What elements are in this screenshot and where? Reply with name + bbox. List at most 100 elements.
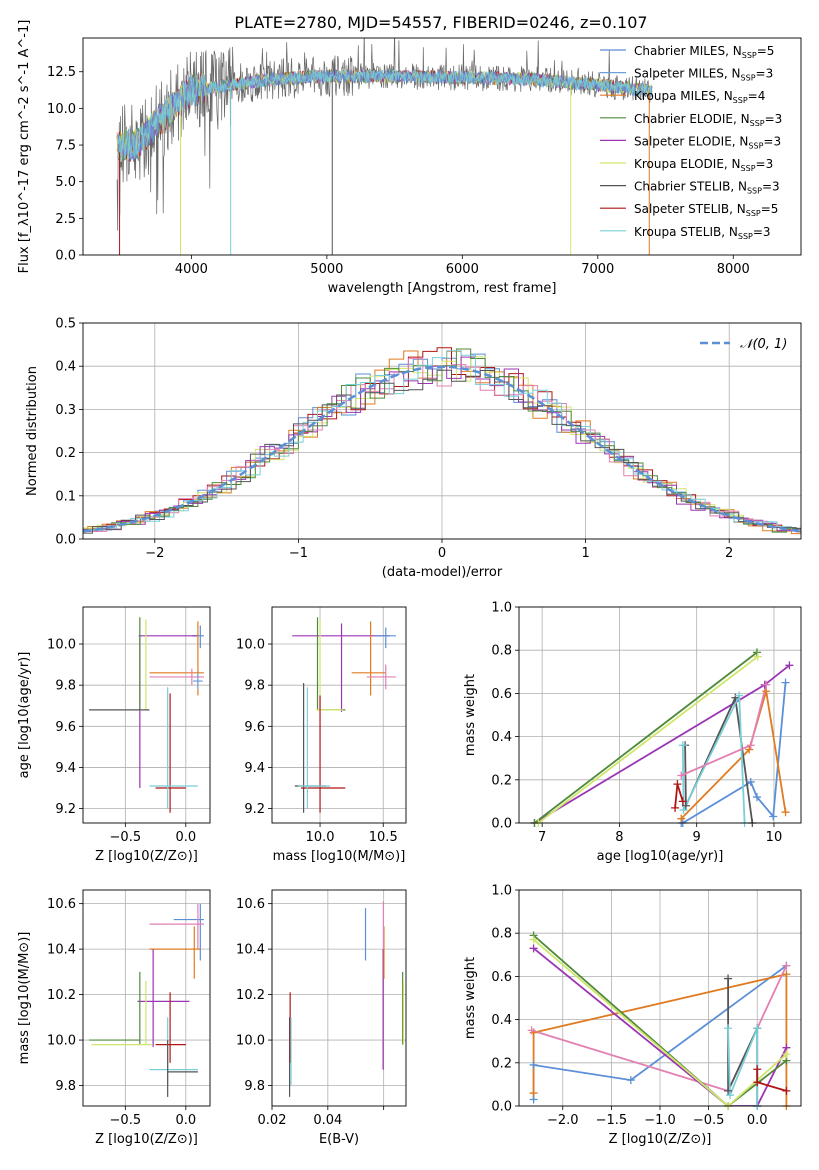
weight-line: [684, 694, 754, 823]
legend-n-prefix: , N: [730, 180, 747, 194]
legend-eq: =: [761, 202, 771, 216]
y-tick-label: 10.2: [236, 988, 265, 1003]
legend-eq: =: [763, 134, 773, 148]
weight-marker: [673, 780, 682, 789]
weight-marker: [724, 1024, 733, 1033]
y-tick-label: 10.6: [47, 897, 76, 912]
gaussian-curve: [83, 365, 801, 533]
plot-area: [292, 617, 396, 813]
weight-line: [533, 651, 758, 823]
legend-name: Kroupa STELIB: [634, 225, 721, 239]
y-tick-label: 0.0: [491, 817, 512, 832]
y-tick-label: 9.4: [244, 761, 265, 776]
y-tick-label: 0.8: [491, 644, 512, 659]
panel-residuals: −2 −1 0 1 2 0.0 0.1 0.2 0.3 0.4 0.5 (data-model)/er…: [25, 317, 802, 580]
y-tick-label: 2.5: [55, 212, 76, 227]
weight-marker: [678, 741, 687, 750]
x-tick-label: 4000: [175, 262, 208, 277]
plot-area: [288, 901, 405, 1097]
x-tick-label: −1.0: [644, 1113, 676, 1128]
panel-mass-vs-EBV: 0.02 0.04 9.8 10.0 10.2 10.4 10.6 E(B-V): [236, 889, 407, 1147]
axes-frame: [82, 37, 802, 256]
y-tick-label: 0.4: [491, 730, 512, 745]
legend-sub: SSP: [733, 96, 748, 105]
weight-marker: [671, 803, 680, 812]
legend-n-prefix: , N: [733, 112, 750, 126]
plot-area: [533, 651, 790, 823]
weight-marker: [781, 808, 790, 817]
y-tick-label: 10.4: [47, 943, 76, 958]
y-tick-label: 9.6: [244, 720, 265, 735]
legend-sub: SSP: [741, 164, 756, 173]
weight-marker: [724, 974, 733, 983]
legend-sub: SSP: [742, 51, 757, 60]
spectrum-line: [116, 38, 653, 231]
legend-eq: =: [756, 67, 766, 81]
x-axis-label: age [log10(age/yr)]: [597, 849, 724, 864]
legend-n: 3: [772, 180, 780, 194]
weight-line: [533, 939, 787, 1106]
legend-label: 𝒩(0, 1): [740, 337, 787, 352]
y-tick-label: 0.5: [55, 317, 76, 332]
x-tick-label: −1.5: [596, 1113, 628, 1128]
x-tick-label: 0.04: [313, 1113, 342, 1128]
x-tick-label: 1: [581, 546, 589, 561]
x-tick-label: −1: [289, 546, 308, 561]
y-tick-label: 9.4: [55, 761, 76, 776]
plot-area: [89, 617, 204, 813]
figure-title: PLATE=2780, MJD=54557, FIBERID=0246, z=0…: [234, 13, 647, 32]
x-tick-label: 8000: [717, 262, 750, 277]
legend-n: 3: [763, 225, 771, 239]
y-tick-label: 9.8: [244, 1079, 265, 1094]
x-axis-label: Z [log10(Z/Z⊙)]: [95, 849, 198, 864]
legend-name: Kroupa ELODIE: [634, 157, 724, 171]
legend-sub: SSP: [747, 187, 762, 196]
legend-name: Chabrier ELODIE: [634, 112, 733, 126]
x-tick-label: 8: [615, 830, 623, 845]
y-tick-label: 9.2: [55, 802, 76, 817]
x-tick-label: 10.0: [306, 830, 335, 845]
legend-sub: SSP: [738, 232, 753, 241]
weight-marker: [681, 801, 690, 810]
weight-marker: [726, 1091, 735, 1100]
x-tick-label: −0.5: [693, 1113, 725, 1128]
axes-frame: [82, 606, 211, 824]
panel-age-vs-Z: −0.5 0.0 9.2 9.4 9.6 9.8 10.0 Z [log10(Z/Z⊙)] ag…: [17, 606, 211, 864]
axes-frame: [271, 889, 407, 1107]
legend-n: 4: [758, 89, 766, 103]
y-tick-label: 9.8: [55, 679, 76, 694]
weight-marker: [735, 691, 744, 700]
x-tick-label: 0.0: [175, 830, 196, 845]
weight-marker: [782, 970, 791, 979]
histogram-step: [83, 369, 801, 534]
weight-line: [537, 655, 759, 823]
x-tick-label: 6000: [446, 262, 479, 277]
y-tick-label: 0.6: [491, 970, 512, 985]
x-axis-label: Z [log10(Z/Z⊙)]: [95, 1132, 198, 1147]
weight-marker: [762, 680, 771, 689]
legend-sub: SSP: [750, 119, 765, 128]
x-tick-label: −2.0: [547, 1113, 579, 1128]
legend-name: Chabrier STELIB: [634, 180, 730, 194]
y-tick-label: 10.4: [236, 943, 265, 958]
x-tick-label: −0.5: [110, 1113, 142, 1128]
y-tick-label: 10.0: [236, 1034, 265, 1049]
x-tick-label: 2: [725, 546, 733, 561]
weight-line: [681, 695, 746, 823]
x-axis-label: mass [log10(M/M⊙)]: [273, 849, 406, 864]
legend-eq: =: [756, 157, 766, 171]
y-tick-label: 0.0: [491, 1100, 512, 1115]
weight-marker: [724, 1086, 733, 1095]
plot-area: [83, 347, 801, 536]
legend-label: Chabrier ELODIE, NSSP=3: [634, 112, 782, 128]
legend-n-prefix: , N: [724, 67, 741, 81]
legend-label: Salpeter STELIB, NSSP=5: [634, 202, 778, 218]
legend-eq: =: [748, 89, 758, 103]
legend-name: Salpeter STELIB: [634, 202, 729, 216]
x-tick-label: 10: [766, 830, 783, 845]
legend-n-prefix: , N: [724, 157, 741, 171]
y-axis-label: Normed distribution: [25, 366, 40, 496]
y-axis-label: age [log10(age/yr)]: [17, 652, 32, 779]
y-tick-label: 0.4: [55, 360, 76, 375]
